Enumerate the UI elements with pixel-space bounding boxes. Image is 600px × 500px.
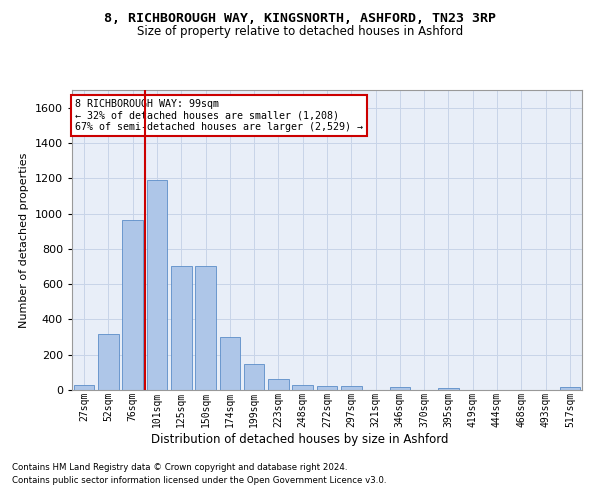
Bar — [98, 334, 119, 390]
Text: Distribution of detached houses by size in Ashford: Distribution of detached houses by size … — [151, 432, 449, 446]
Text: 8 RICHBOROUGH WAY: 99sqm
← 32% of detached houses are smaller (1,208)
67% of sem: 8 RICHBOROUGH WAY: 99sqm ← 32% of detach… — [74, 99, 362, 132]
Bar — [74, 384, 94, 390]
Bar — [292, 384, 313, 390]
Bar — [195, 266, 216, 390]
Bar — [220, 337, 240, 390]
Text: Size of property relative to detached houses in Ashford: Size of property relative to detached ho… — [137, 25, 463, 38]
Text: 8, RICHBOROUGH WAY, KINGSNORTH, ASHFORD, TN23 3RP: 8, RICHBOROUGH WAY, KINGSNORTH, ASHFORD,… — [104, 12, 496, 26]
Bar — [438, 388, 459, 390]
Bar — [317, 386, 337, 390]
Bar — [122, 220, 143, 390]
Y-axis label: Number of detached properties: Number of detached properties — [19, 152, 29, 328]
Bar — [146, 180, 167, 390]
Bar — [171, 266, 191, 390]
Bar — [389, 388, 410, 390]
Bar — [244, 364, 265, 390]
Text: Contains HM Land Registry data © Crown copyright and database right 2024.: Contains HM Land Registry data © Crown c… — [12, 464, 347, 472]
Bar — [341, 386, 362, 390]
Bar — [560, 388, 580, 390]
Text: Contains public sector information licensed under the Open Government Licence v3: Contains public sector information licen… — [12, 476, 386, 485]
Bar — [268, 378, 289, 390]
